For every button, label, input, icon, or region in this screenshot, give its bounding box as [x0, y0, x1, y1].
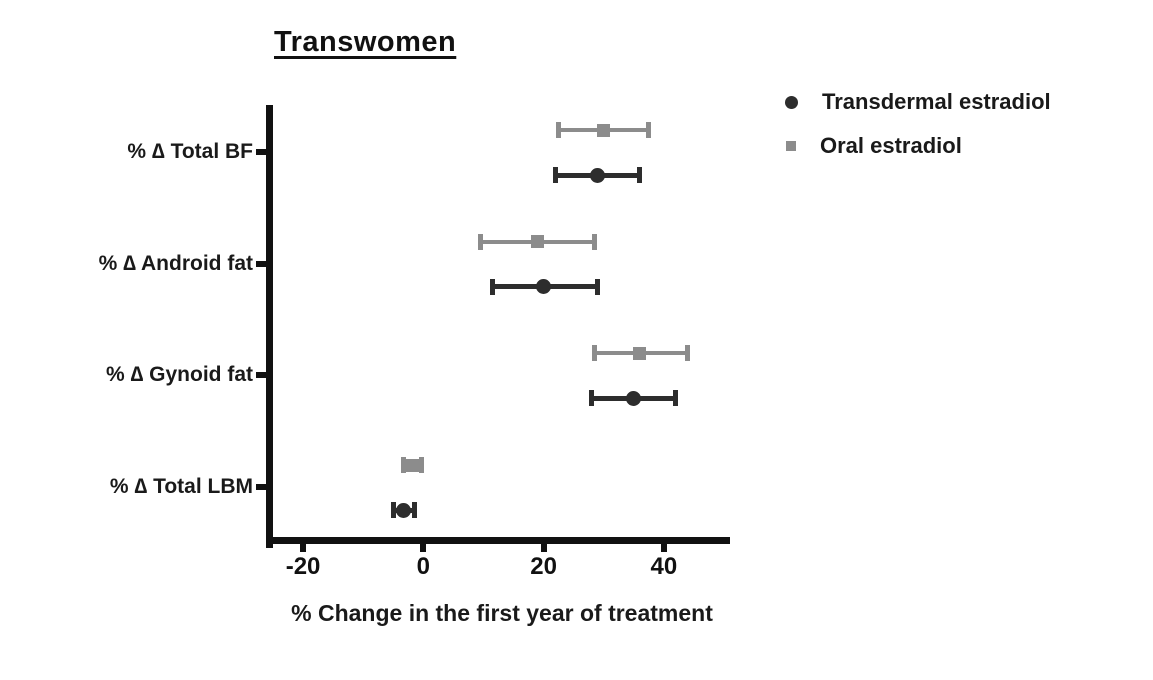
error-bar-cap [592, 345, 598, 361]
error-bar-cap [556, 122, 562, 138]
y-axis-line [266, 105, 273, 548]
x-axis-tick [540, 544, 547, 552]
y-axis-tick [256, 149, 266, 155]
y-axis-category-label: % ∆ Total BF [127, 140, 253, 163]
y-axis-category-label: % ∆ Total LBM [109, 475, 253, 498]
legend-label: Oral estradiol [820, 133, 962, 158]
data-point-marker-square [597, 123, 611, 137]
error-bar-cap [685, 345, 691, 361]
error-bar-cap [411, 502, 417, 518]
data-point-marker-circle [590, 167, 606, 183]
data-point-marker-circle [536, 279, 552, 294]
x-tick-label: 0 [416, 553, 431, 580]
data-point-marker-square [406, 458, 419, 472]
legend-item-oral-estradiol: Oral estradiol [780, 133, 1051, 158]
error-bar-cap [673, 390, 679, 406]
legend-label: Transdermal estradiol [822, 89, 1051, 114]
x-axis-tick [300, 544, 307, 552]
x-tick-label: 20 [530, 553, 557, 580]
x-axis-tick [660, 544, 667, 552]
y-axis-tick [256, 484, 266, 490]
error-bar-cap [592, 233, 598, 250]
error-bar-cap [595, 278, 601, 295]
legend: Transdermal estradiol Oral estradiol [780, 89, 1051, 158]
error-bar-cap [419, 457, 425, 473]
error-bar-cap [589, 390, 595, 406]
x-axis-line [266, 537, 730, 544]
data-point-marker-circle [395, 502, 411, 518]
data-point-marker-square [633, 346, 647, 360]
y-axis-category-label: % ∆ Android fat [98, 251, 253, 275]
x-axis-title: % Change in the first year of treatment [291, 600, 713, 626]
error-bar-cap [489, 278, 495, 295]
chart-title: Transwomen [274, 26, 457, 58]
x-tick-label: 40 [650, 553, 678, 580]
y-axis-tick [256, 260, 266, 267]
error-bar-cap [477, 233, 483, 250]
legend-item-transdermal-estradiol: Transdermal estradiol [780, 89, 1051, 114]
y-axis-tick [256, 372, 266, 378]
error-bar-cap [400, 457, 406, 473]
error-bar-cap [646, 122, 652, 138]
data-point-marker-square [531, 235, 545, 248]
square-marker-icon [786, 141, 796, 151]
error-bar-cap [553, 167, 559, 183]
circle-marker-icon [785, 95, 798, 109]
x-tick-label: -20 [285, 553, 321, 580]
y-axis-category-label: % ∆ Gynoid fat [105, 363, 253, 386]
x-axis-tick [420, 544, 427, 552]
data-point-marker-circle [626, 390, 642, 406]
error-bar-cap [637, 167, 643, 183]
error-bar-cap [390, 502, 396, 518]
